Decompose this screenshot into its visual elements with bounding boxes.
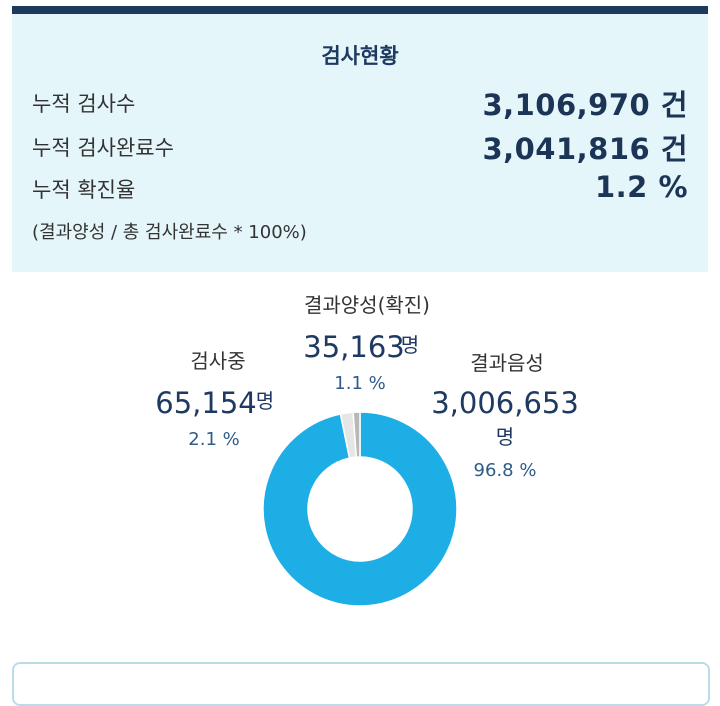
test-results-donut: 결과양성(확진) 35,163 명 1.1 % 검사중 65,154 명 2.1…: [155, 293, 579, 607]
cumulative-completed-label: 누적 검사완료수: [32, 136, 174, 160]
cumulative-positive-rate-label: 누적 확진율: [32, 178, 136, 202]
label-negative-name: 결과음성: [470, 351, 544, 375]
test-results-chart: 결과양성(확진) 35,163 명 1.1 % 검사중 65,154 명 2.1…: [12, 272, 708, 658]
cumulative-positive-rate-value: 1.2 %: [594, 170, 688, 204]
label-testing-count: 65,154: [155, 386, 256, 420]
test-status-summary: 검사현황 누적 검사수 3,106,970 건 누적 검사완료수 3,041,8…: [12, 14, 708, 272]
cumulative-tests-value: 3,106,970 건: [482, 88, 688, 122]
donut-slice-negative: [262, 411, 458, 607]
label-positive-name: 결과양성(확진): [304, 293, 430, 317]
top-accent-bar: [12, 6, 708, 14]
label-positive-percent: 1.1 %: [334, 373, 385, 394]
cumulative-tests-label: 누적 검사수: [32, 92, 136, 116]
cumulative-completed-value: 3,041,816 건: [482, 132, 688, 166]
label-negative-count: 3,006,653: [431, 386, 579, 420]
label-positive-unit: 명: [401, 333, 419, 357]
label-testing-name: 검사중: [190, 349, 245, 373]
next-section-card: [12, 662, 710, 706]
label-negative-unit: 명: [496, 425, 514, 449]
donut-slice-positive: [352, 411, 361, 458]
summary-title: 검사현황: [321, 44, 399, 68]
label-testing-percent: 2.1 %: [188, 429, 239, 450]
positive-rate-formula: (결과양성 / 총 검사완료수 * 100%): [32, 222, 307, 243]
label-testing-unit: 명: [256, 389, 274, 413]
label-negative-percent: 96.8 %: [474, 460, 537, 481]
label-positive-count: 35,163: [303, 330, 404, 364]
